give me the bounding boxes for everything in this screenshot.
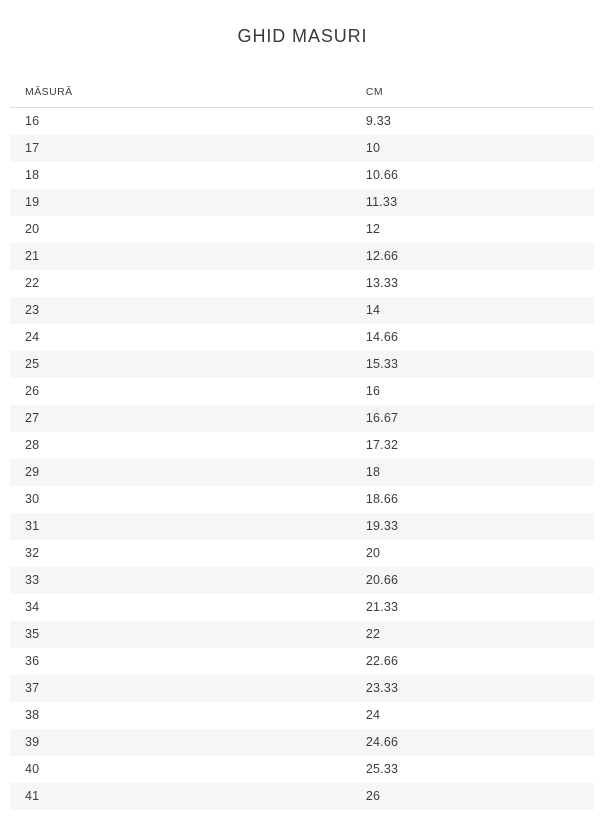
cell-cm: 20 [365, 546, 381, 560]
cell-cm: 16 [365, 384, 381, 398]
cell-cm: 18.66 [365, 492, 399, 506]
cell-cm: 10.66 [365, 168, 399, 182]
cell-cm: 18 [365, 465, 381, 479]
cell-cm: 10 [365, 141, 381, 155]
table-row: 32 20 [10, 540, 594, 567]
table-row: 23 14 [10, 297, 594, 324]
cell-size: 24 [25, 330, 40, 344]
cell-size: 30 [25, 492, 40, 506]
cell-size: 27 [25, 411, 40, 425]
table-row: 35 22 [10, 621, 594, 648]
table-row: 28 17.32 [10, 432, 594, 459]
cell-size: 17 [25, 141, 40, 155]
table-row: 25 15.33 [10, 351, 594, 378]
cell-size: 41 [25, 789, 40, 803]
cell-cm: 15.33 [365, 357, 399, 371]
cell-size: 19 [25, 195, 40, 209]
table-row: 22 13.33 [10, 270, 594, 297]
cell-cm: 23.33 [365, 681, 399, 695]
cell-size: 35 [25, 627, 40, 641]
cell-size: 26 [25, 384, 40, 398]
table-row: 27 16.67 [10, 405, 594, 432]
cell-cm: 17.32 [365, 438, 399, 452]
cell-size: 34 [25, 600, 40, 614]
cell-size: 16 [25, 114, 40, 128]
cell-cm: 9.33 [365, 114, 392, 128]
cell-cm: 26 [365, 789, 381, 803]
table-row: 24 14.66 [10, 324, 594, 351]
table-row: 40 25.33 [10, 756, 594, 783]
table-row: 26 16 [10, 378, 594, 405]
size-table-container: MĂSURĂ CM 16 9.33 17 10 18 10.66 19 11.33 20 12 21… [10, 86, 594, 810]
cell-size: 33 [25, 573, 40, 587]
table-header-row: MĂSURĂ CM [10, 86, 594, 108]
table-row: 30 18.66 [10, 486, 594, 513]
cell-size: 37 [25, 681, 40, 695]
cell-cm: 25.33 [365, 762, 399, 776]
table-row: 34 21.33 [10, 594, 594, 621]
page-title: GHID MASURI [237, 26, 368, 46]
table-row: 29 18 [10, 459, 594, 486]
table-row: 37 23.33 [10, 675, 594, 702]
column-header-cm: CM [342, 86, 594, 108]
cell-cm: 13.33 [365, 276, 399, 290]
cell-size: 31 [25, 519, 40, 533]
table-row: 38 24 [10, 702, 594, 729]
cell-size: 23 [25, 303, 40, 317]
table-row: 41 26 [10, 783, 594, 810]
table-body: 16 9.33 17 10 18 10.66 19 11.33 20 12 21 12.66 22 13.… [10, 107, 594, 810]
cell-cm: 24.66 [365, 735, 399, 749]
table-row: 39 24.66 [10, 729, 594, 756]
cell-cm: 22.66 [365, 654, 399, 668]
cell-size: 25 [25, 357, 40, 371]
table-row: 17 10 [10, 135, 594, 162]
table-row: 16 9.33 [10, 107, 594, 135]
table-header: MĂSURĂ CM [10, 86, 594, 108]
cell-cm: 14.66 [365, 330, 399, 344]
table-row: 21 12.66 [10, 243, 594, 270]
cell-size: 28 [25, 438, 40, 452]
table-row: 18 10.66 [10, 162, 594, 189]
cell-cm: 20.66 [365, 573, 399, 587]
cell-size: 39 [25, 735, 40, 749]
cell-cm: 19.33 [365, 519, 399, 533]
cell-size: 29 [25, 465, 40, 479]
table-row: 20 12 [10, 216, 594, 243]
cell-cm: 12.66 [365, 249, 399, 263]
cell-cm: 24 [365, 708, 381, 722]
cell-cm: 21.33 [365, 600, 399, 614]
column-header-size: MĂSURĂ [10, 86, 343, 108]
cell-size: 21 [25, 249, 40, 263]
table-row: 19 11.33 [10, 189, 594, 216]
cell-cm: 16.67 [365, 411, 399, 425]
table-row: 33 20.66 [10, 567, 594, 594]
cell-size: 32 [25, 546, 40, 560]
cell-size: 40 [25, 762, 40, 776]
cell-cm: 14 [365, 303, 381, 317]
size-guide-table: MĂSURĂ CM 16 9.33 17 10 18 10.66 19 11.33 20 12 21… [10, 86, 594, 810]
table-row: 36 22.66 [10, 648, 594, 675]
cell-size: 38 [25, 708, 40, 722]
cell-cm: 12 [365, 222, 381, 236]
cell-size: 20 [25, 222, 40, 236]
cell-cm: 22 [365, 627, 381, 641]
cell-size: 36 [25, 654, 40, 668]
table-row: 31 19.33 [10, 513, 594, 540]
cell-size: 18 [25, 168, 40, 182]
cell-size: 22 [25, 276, 40, 290]
cell-cm: 11.33 [365, 195, 398, 209]
